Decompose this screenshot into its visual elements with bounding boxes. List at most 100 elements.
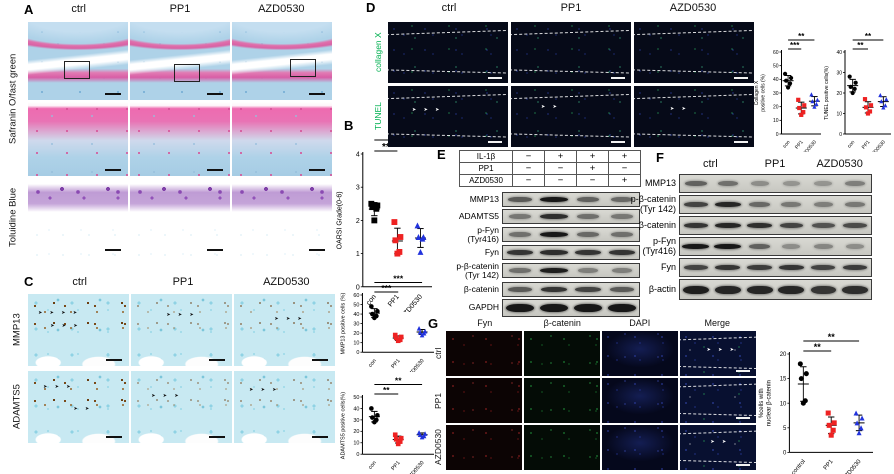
svg-text:40: 40: [353, 406, 359, 412]
svg-text:0: 0: [783, 451, 787, 457]
blot-band: [539, 303, 569, 312]
panel-f-header-azd0530: AZD0530: [816, 158, 863, 170]
cartilage-outline: [388, 93, 508, 99]
blot-band: [685, 181, 707, 186]
stain-band: [130, 184, 230, 213]
panel-d-header-azd0530: AZD0530: [669, 2, 717, 14]
blot-band: [540, 286, 568, 292]
svg-text:2: 2: [356, 218, 360, 225]
bone-area: [234, 425, 335, 443]
blot-band: [607, 303, 637, 312]
blot-band: [749, 202, 771, 207]
scale-bar: [734, 141, 748, 143]
blot-band: [747, 265, 772, 270]
svg-text:control: control: [791, 459, 807, 474]
scale-bar: [309, 169, 325, 171]
blot-band: [714, 285, 741, 294]
svg-text:TUNEL positive cells(%): TUNEL positive cells(%): [824, 66, 830, 120]
svg-text:MMP13 positive cells (%): MMP13 positive cells (%): [340, 293, 346, 355]
scale-bar: [734, 77, 748, 79]
arrowheads: ➤ ➤ ➤: [151, 392, 182, 399]
bone-area: [131, 425, 232, 443]
scale-bar: [488, 141, 502, 143]
panel-d-row-label-tunel: TUNEL: [373, 102, 383, 131]
cartilage-outline: [511, 29, 631, 35]
condition-value: −: [544, 162, 577, 175]
dab-stain: [28, 299, 129, 329]
panel-f-headers: ctrl PP1 AZD0530: [678, 158, 872, 170]
cartilage-outline: [511, 93, 631, 99]
svg-text:3: 3: [356, 185, 360, 192]
blot-band: [779, 223, 804, 228]
scale-bar: [106, 436, 122, 438]
blot-band: [778, 265, 804, 270]
blot-band: [508, 197, 532, 202]
adamts5-positive-cells-chart: 0 10 20 30 40 50 ADAMTS5 positive cells(%) con P…: [340, 372, 437, 474]
scale-bar: [209, 436, 225, 438]
blot-strip: [502, 263, 640, 279]
bone-area: [234, 348, 335, 366]
blot-row-label: p-Fyn (Tyr416): [467, 225, 499, 244]
svg-text:15: 15: [780, 377, 787, 383]
svg-text:20: 20: [353, 429, 359, 435]
blot-band: [540, 214, 568, 219]
panel-a-headers: ctrl PP1 AZD0530: [28, 3, 332, 15]
svg-text:nuclear β-catenin: nuclear β-catenin: [766, 380, 772, 426]
blot-row: p-Fyn (Tyr416): [618, 237, 872, 256]
arrowheads: ➤ ➤: [73, 405, 93, 412]
arrowheads: ➤ ➤: [710, 438, 730, 445]
svg-text:60: 60: [773, 50, 779, 56]
svg-text:60: 60: [353, 293, 359, 299]
arrowheads: ➤ ➤ ➤ ➤: [38, 309, 81, 316]
svg-text:0: 0: [356, 284, 360, 291]
panel-f-western-blot: MMP13 p-β-catenin (Tyr 142) β-catenin p-Fyn(…: [618, 174, 872, 302]
panel-g-row-label-azd0530: AZD0530: [433, 429, 443, 466]
svg-text:***: ***: [790, 41, 800, 50]
chart-svg: 0 10 20 30 40 TUNEL positive cells(%) con PP1AZ…: [824, 32, 891, 159]
panel-b-label: B: [344, 118, 354, 133]
cartilage-outline: [511, 69, 631, 74]
blot-band: [508, 286, 532, 292]
blot-band: [814, 181, 833, 186]
bone-area: [28, 348, 129, 366]
cartilage-outline: [634, 133, 754, 138]
panel-e-western-blot: MMP13 ADAMTS5 p-Fyn (Tyr416) Fyn p-β-catenin(…: [437, 192, 640, 319]
svg-text:30: 30: [353, 322, 359, 328]
svg-text:**: **: [857, 41, 864, 50]
d-tunel-ctrl-image: ➤ ➤ ➤: [388, 86, 508, 147]
dab-stain: [28, 376, 129, 406]
inset-box: [290, 59, 316, 78]
panel-c-header-azd0530: AZD0530: [263, 276, 310, 288]
svg-text:**: **: [383, 385, 390, 395]
blot-band: [845, 202, 865, 207]
blot-row: ADAMTS5: [437, 209, 640, 224]
arrowheads: ➤ ➤ ➤: [412, 107, 443, 114]
blot-row-label: Fyn: [484, 247, 499, 258]
condition-value: +: [576, 150, 609, 163]
blot-band: [684, 202, 708, 207]
d-collagenx-pp1-image: [511, 22, 631, 83]
svg-text:50: 50: [773, 63, 779, 69]
cartilage-outline: [388, 69, 508, 74]
svg-text:20: 20: [773, 104, 779, 110]
svg-text:Collagen X: Collagen X: [754, 80, 760, 105]
blot-band: [683, 223, 709, 228]
blot-strip: [502, 192, 640, 207]
g-beta-catenin-ctrl-image: [524, 331, 600, 376]
scale-bar: [309, 93, 325, 95]
panel-g-header-merge: Merge: [704, 318, 730, 328]
blot-row: MMP13: [618, 174, 872, 193]
blot-band: [540, 250, 568, 256]
scale-bar: [611, 77, 625, 79]
cartilage-outline: [634, 69, 754, 74]
arrowheads: ➤ ➤ ➤: [50, 322, 81, 329]
svg-text:PP1: PP1: [390, 460, 401, 472]
d-tunel-azd0530-image: ➤ ➤: [634, 86, 754, 147]
dab-stain: [234, 376, 335, 406]
g-dapi-pp1-image: [602, 378, 678, 423]
svg-text:PP1: PP1: [390, 358, 401, 370]
scale-bar: [312, 436, 328, 438]
panel-c-header-ctrl: ctrl: [72, 276, 87, 288]
